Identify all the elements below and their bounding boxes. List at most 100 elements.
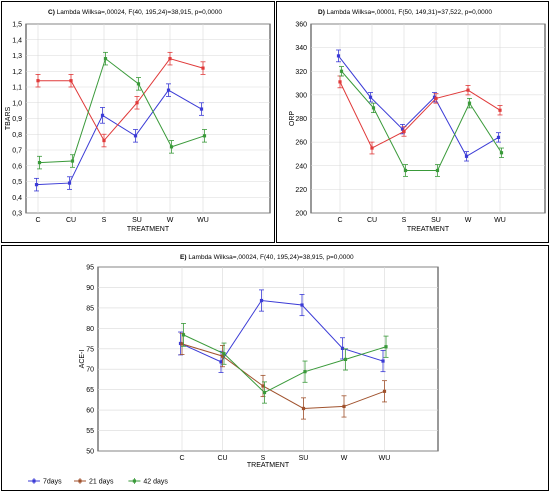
- x-tick-label: C: [35, 217, 40, 224]
- x-tick-label: WU: [379, 455, 391, 462]
- series-line: [181, 343, 385, 409]
- x-tick-label: SU: [431, 217, 441, 224]
- series-line: [338, 55, 499, 157]
- y-axis-label: ORP: [289, 111, 296, 127]
- data-point: [499, 151, 504, 155]
- y-tick-label: 360: [295, 22, 307, 29]
- series-line: [180, 299, 384, 363]
- data-point: [434, 96, 438, 101]
- data-point: [133, 134, 138, 138]
- x-tick-label: CU: [367, 217, 377, 224]
- data-point: [102, 138, 106, 143]
- data-point: [166, 88, 171, 92]
- data-point: [259, 298, 264, 303]
- x-tick-label: CU: [66, 217, 76, 224]
- y-tick-label: 1,4: [12, 37, 22, 44]
- series-line: [183, 334, 387, 394]
- y-tick-label: 75: [86, 346, 94, 353]
- x-axis-label: TREATMENT: [407, 226, 450, 233]
- data-point: [336, 54, 341, 58]
- x-tick-label: SU: [299, 455, 309, 462]
- data-point: [464, 154, 469, 158]
- y-tick-label: 300: [295, 92, 307, 99]
- x-tick-label: CU: [217, 455, 227, 462]
- title-text: Lambda Wilksa=,00001, F(50, 149,31)=37,5…: [327, 9, 493, 16]
- y-tick-label: 0,6: [12, 163, 22, 170]
- y-tick-label: 240: [295, 163, 307, 170]
- data-point: [466, 88, 470, 92]
- y-tick-label: 1,1: [12, 85, 22, 92]
- y-tick-label: 340: [295, 45, 307, 52]
- series-line: [339, 81, 501, 149]
- y-tick-label: 1,0: [12, 100, 22, 107]
- y-tick-label: 320: [295, 69, 307, 76]
- data-point: [100, 113, 105, 117]
- x-tick-label: WU: [494, 217, 506, 224]
- x-tick-label: S: [402, 217, 407, 224]
- x-axis-label: TREATMENT: [247, 462, 290, 469]
- data-point: [303, 370, 307, 374]
- legend-label: 7days: [43, 479, 62, 486]
- y-tick-label: 0,4: [12, 195, 22, 202]
- y-tick-label: 0,7: [12, 148, 22, 155]
- plot-area: [97, 266, 439, 452]
- data-point: [201, 66, 205, 70]
- x-tick-label: SU: [132, 217, 142, 224]
- title-text: Lambda Wilksa=,00024, F(40, 195,24)=38,9…: [188, 254, 354, 261]
- data-point: [340, 346, 345, 350]
- x-tick-label: C: [179, 455, 184, 462]
- data-point: [435, 168, 440, 173]
- x-axis-label: TREATMENT: [127, 226, 170, 233]
- data-point: [381, 359, 385, 363]
- chart-title: C) Lambda Wilksa=,00024, F(40, 195,24)=3…: [48, 9, 222, 16]
- series-line: [39, 57, 205, 164]
- x-tick-label: W: [167, 217, 174, 224]
- y-tick-label: 0,9: [12, 116, 22, 123]
- y-tick-label: 200: [295, 211, 307, 218]
- y-tick-label: 80: [86, 326, 94, 333]
- legend-swatch-marker: [78, 479, 82, 483]
- data-point: [496, 135, 501, 139]
- data-point: [199, 107, 204, 111]
- y-tick-label: 85: [86, 305, 94, 312]
- y-tick-label: 0,8: [12, 132, 22, 139]
- data-point: [180, 342, 184, 346]
- series-line: [341, 70, 502, 171]
- data-point: [262, 390, 267, 395]
- data-point: [343, 357, 348, 362]
- data-point: [342, 404, 346, 409]
- series-line: [36, 89, 202, 186]
- legend-swatch-marker: [132, 479, 136, 483]
- legend-swatch-marker: [32, 479, 36, 483]
- chart-title: D) Lambda Wilksa=,00001, F(50, 149,31)=3…: [318, 9, 492, 16]
- data-point: [338, 80, 342, 84]
- y-tick-label: 65: [86, 387, 94, 394]
- y-axis-label: ACE-I: [79, 350, 86, 369]
- series-3: [37, 51, 207, 170]
- data-point: [370, 146, 374, 150]
- legend-label: 21 days: [89, 479, 114, 486]
- data-point: [34, 183, 39, 187]
- title-text: Lambda Wilksa=,00024, F(40, 195,24)=38,9…: [57, 9, 223, 16]
- chart-panel-3: 50 55 60 65 70 75 80 85 90 95 C CU S SU W WU E) Lambda W…: [28, 254, 439, 486]
- data-point: [103, 57, 108, 61]
- data-point: [168, 57, 172, 61]
- data-point: [67, 181, 72, 185]
- data-point: [467, 101, 472, 105]
- y-tick-label: 95: [86, 265, 94, 272]
- y-tick-label: 0,5: [12, 179, 22, 186]
- chart-panel-2: 200 220 240 260 280 300 320 340 360 C CU S SU W WU D) L…: [289, 9, 546, 233]
- legend: 7days 21 days 42 days: [28, 478, 168, 486]
- data-point: [339, 69, 344, 73]
- data-point: [181, 333, 186, 337]
- panel-letter: E): [180, 254, 188, 261]
- data-point: [261, 384, 265, 388]
- y-tick-label: 55: [86, 428, 94, 435]
- chart-panel-1: 0,3 0,4 0,5 0,6 0,7 0,8 0,9 1,0 1,1 1,2 1,3 1,4 1,5 C…: [5, 9, 271, 233]
- data-point: [301, 406, 306, 411]
- data-point: [202, 134, 207, 138]
- y-tick-label: 60: [86, 408, 94, 415]
- data-point: [36, 79, 40, 83]
- series-line: [38, 58, 204, 142]
